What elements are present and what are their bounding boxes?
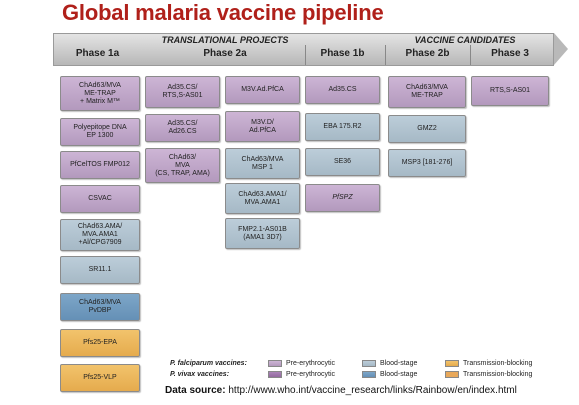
legend-swatch-pv-trans xyxy=(445,371,459,378)
data-source: Data source: http://www.who.int/vaccine_… xyxy=(165,385,517,396)
phase-header-2b: Phase 2b xyxy=(405,48,450,59)
vaccine-box: Ad35.CS/ RTS,S-AS01 xyxy=(145,76,220,108)
vaccine-box: FMP2.1-AS01B (AMA1 3D7) xyxy=(225,218,300,249)
vaccine-box: ChAd63/ MVA (CS, TRAP, AMA) xyxy=(145,148,220,183)
data-source-label: Data source: xyxy=(165,385,226,396)
vaccine-box: MSP3 [181-276] xyxy=(388,149,466,177)
phase-header-1a: Phase 1a xyxy=(75,48,120,59)
data-source-url[interactable]: http://www.who.int/vaccine_research/link… xyxy=(228,385,517,396)
legend-pf-label: P. falciparum vaccines: xyxy=(170,360,247,367)
vaccine-box: M3V.D/ Ad.PfCA xyxy=(225,111,300,142)
page-title: Global malaria vaccine pipeline xyxy=(62,0,384,25)
phase-header-1b: Phase 1b xyxy=(320,48,365,59)
vaccine-box: SR11.1 xyxy=(60,256,140,284)
vaccine-box: ChAd63/MVA MSP 1 xyxy=(225,148,300,179)
vaccine-box: PfSPZ xyxy=(305,184,380,212)
vaccine-box: RTS,S-AS01 xyxy=(471,76,549,106)
group-vaccine-candidates: VACCINE CANDIDATES xyxy=(414,35,516,45)
vaccine-box: ChAd63/MVA PvDBP xyxy=(60,293,140,321)
vaccine-box: SE36 xyxy=(305,148,380,176)
vaccine-box: Ad35.CS xyxy=(305,76,380,104)
legend-text-pv-pre: Pre-erythrocytic xyxy=(286,371,336,378)
phase-header-3: Phase 3 xyxy=(491,48,529,59)
vaccine-box: EBA 175.R2 xyxy=(305,113,380,141)
legend-swatch-pf-trans xyxy=(445,360,459,367)
legend-swatch-pv-blood xyxy=(362,371,376,378)
group-translational-projects: TRANSLATIONAL PROJECTS xyxy=(161,35,289,45)
vaccine-box: PfCelTOS FMP012 xyxy=(60,151,140,179)
legend-swatch-pf-blood xyxy=(362,360,376,367)
vaccine-box: ChAd63.AMA1/ MVA.AMA1 xyxy=(225,183,300,214)
phase-divider xyxy=(470,45,471,65)
vaccine-box: Pfs25-EPA xyxy=(60,329,140,357)
legend-swatch-pf-pre xyxy=(268,360,282,367)
vaccine-box: CSVAC xyxy=(60,185,140,213)
legend-text-pv-trans: Transmission-blocking xyxy=(463,371,533,378)
vaccine-box: ChAd63.AMA/ MVA.AMA1 +Al/CPG7909 xyxy=(60,219,140,251)
vaccine-box: M3V.Ad.PfCA xyxy=(225,76,300,104)
phase-divider xyxy=(305,45,306,65)
legend-text-pf-blood: Blood-stage xyxy=(380,360,418,367)
phase-divider xyxy=(385,45,386,65)
legend-swatch-pv-pre xyxy=(268,371,282,378)
vaccine-box: GMZ2 xyxy=(388,115,466,143)
vaccine-box: ChAd63/MVA ME-TRAP + Matrix M™ xyxy=(60,76,140,111)
legend-text-pf-pre: Pre-erythrocytic xyxy=(286,360,336,367)
vaccine-box: ChAd63/MVA ME-TRAP xyxy=(388,76,466,108)
vaccine-box: Pfs25-VLP xyxy=(60,364,140,392)
phase-header-2a: Phase 2a xyxy=(203,48,247,59)
legend-pv-label: P. vivax vaccines: xyxy=(170,371,230,378)
legend-text-pv-blood: Blood-stage xyxy=(380,371,418,378)
vaccine-box: Polyepitope DNA EP 1300 xyxy=(60,118,140,146)
legend-text-pf-trans: Transmission-blocking xyxy=(463,360,533,367)
vaccine-box: Ad35.CS/ Ad26.CS xyxy=(145,114,220,142)
pipeline-arrow-icon xyxy=(554,33,568,65)
